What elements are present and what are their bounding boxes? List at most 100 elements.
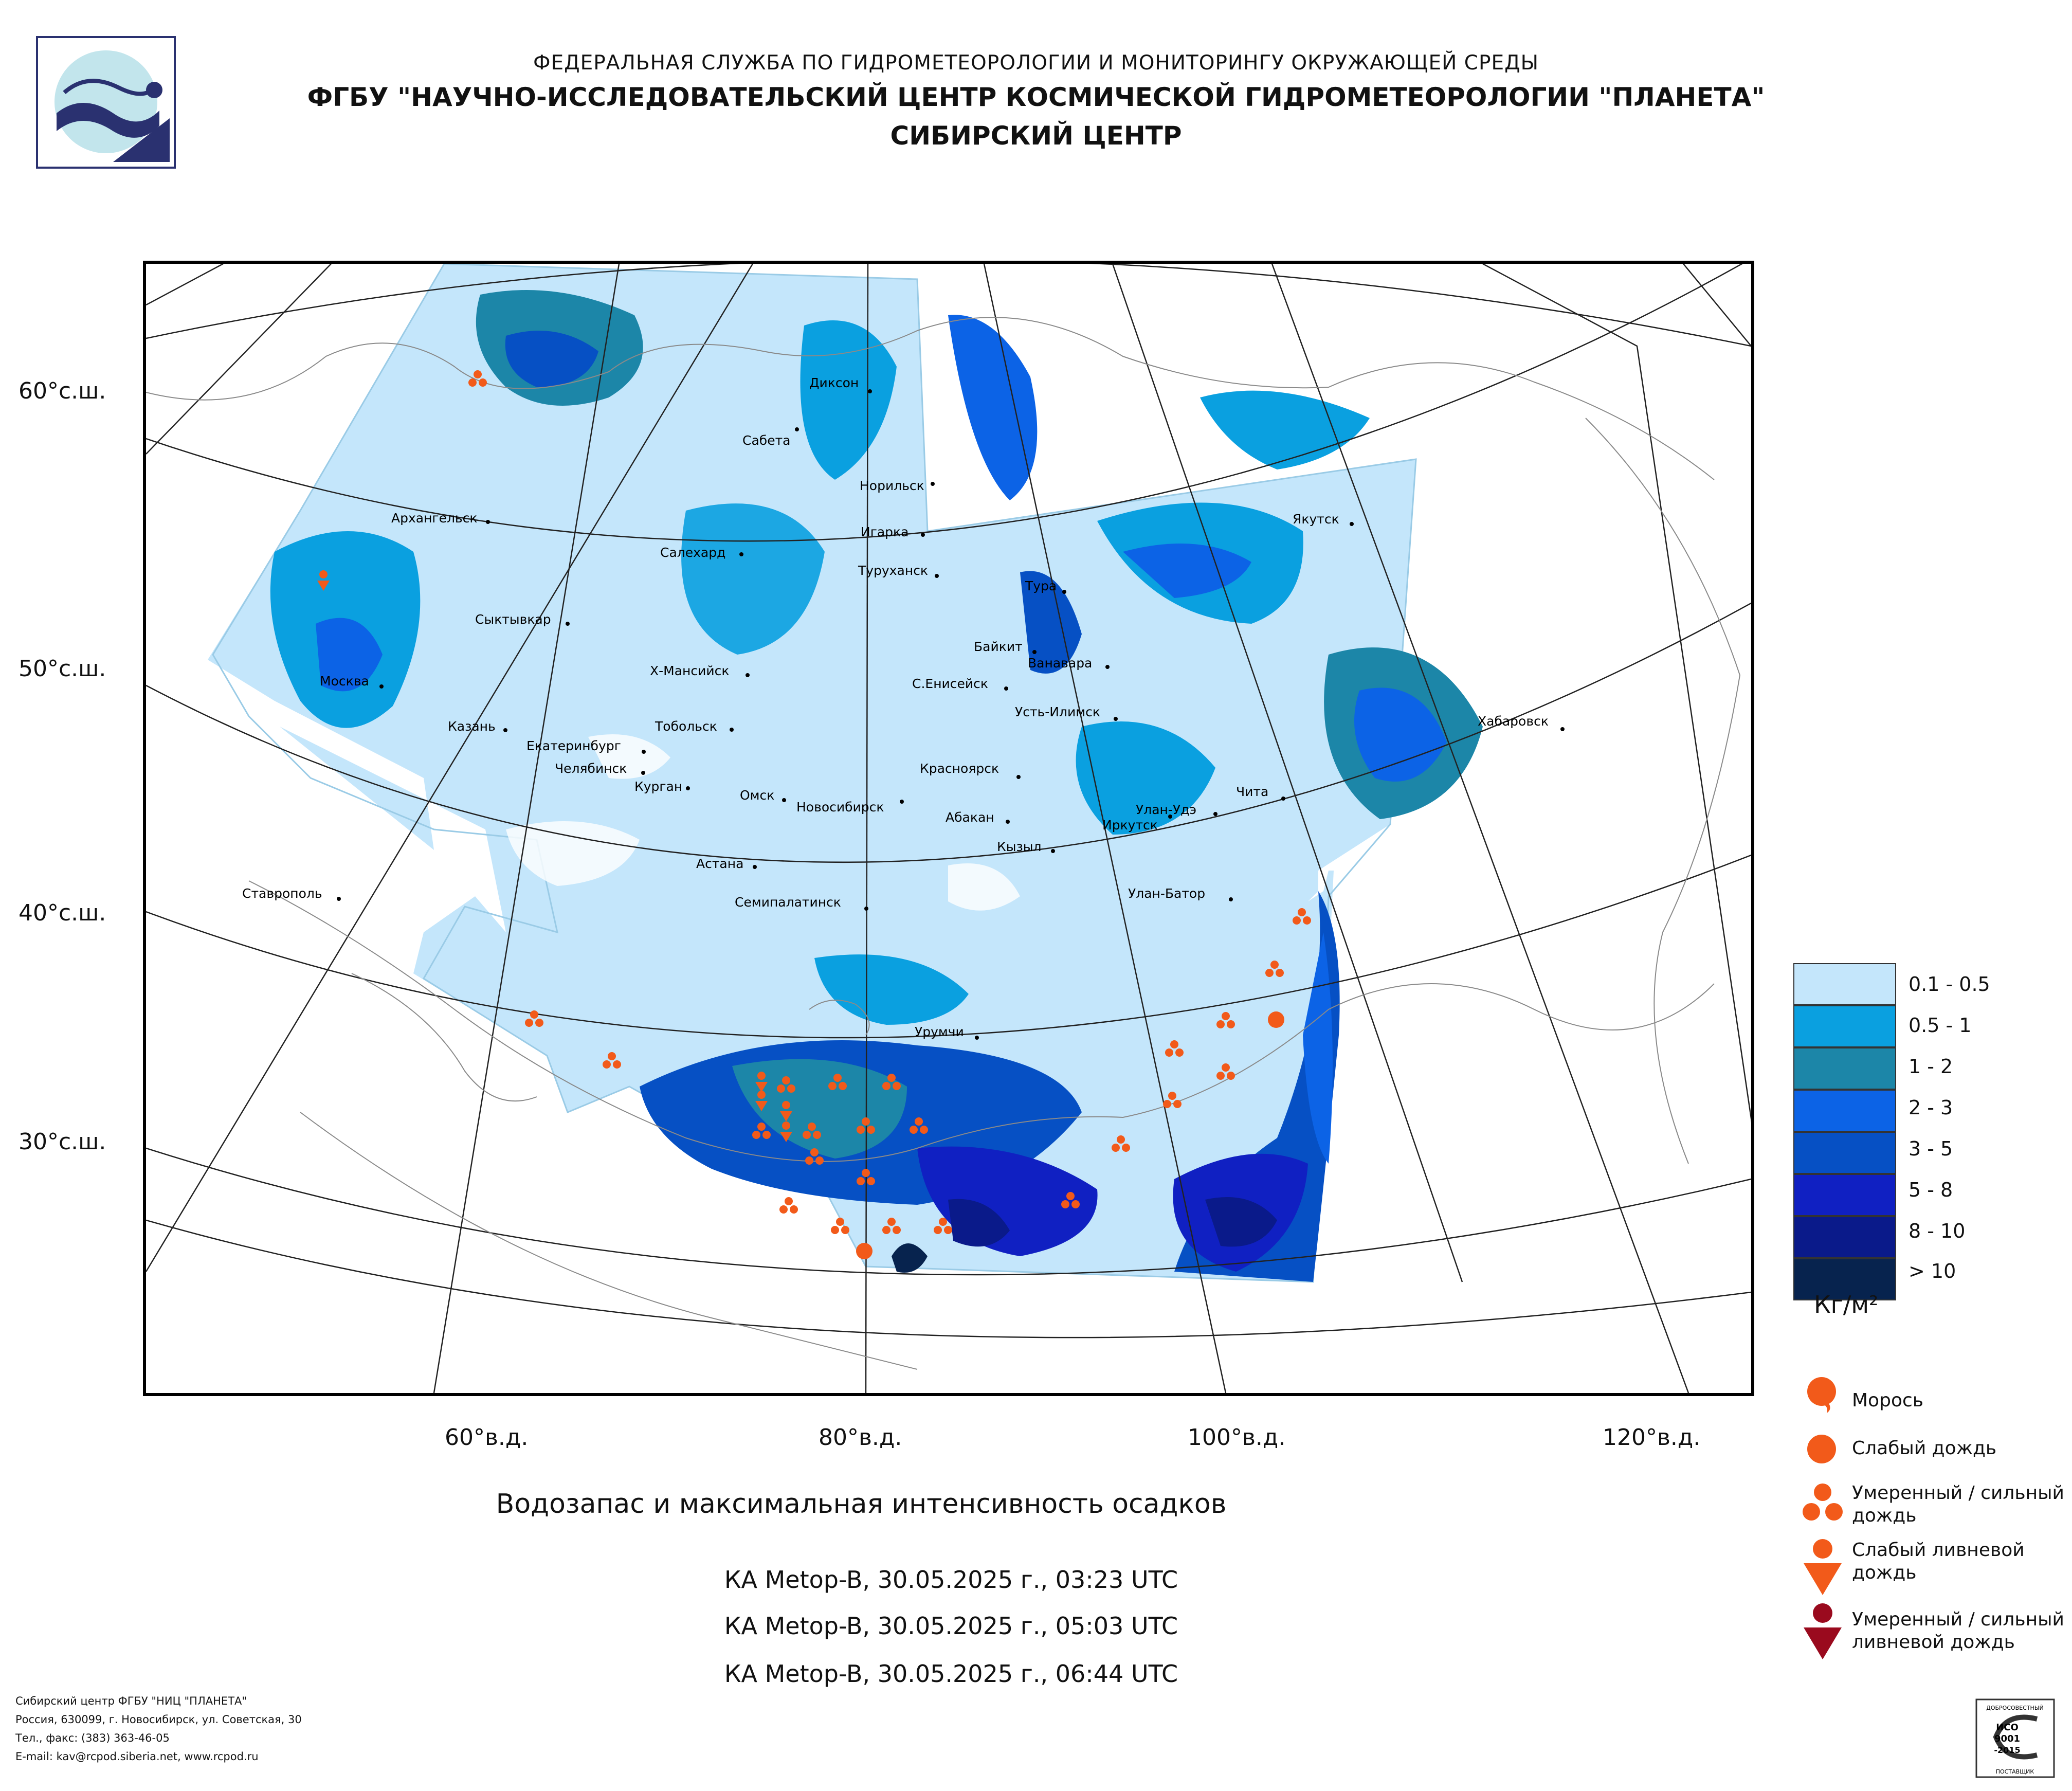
pass-3: КА Metop-B, 30.05.2025 г., 06:44 UTC — [724, 1660, 1178, 1688]
moderate-rain-marker — [831, 1218, 849, 1234]
moderate-rain-marker — [777, 1076, 795, 1093]
legend-range-6: 5 - 8 — [1909, 1179, 1953, 1201]
moderate-rain-marker — [882, 1074, 901, 1090]
legend-range-5: 3 - 5 — [1909, 1137, 1953, 1160]
moderate-rain-marker — [828, 1074, 847, 1090]
city-vanavara: Ванавара — [1028, 656, 1092, 671]
city-chelyabinsk: Челябинск — [555, 761, 627, 776]
legend-range-3: 1 - 2 — [1909, 1055, 1953, 1078]
city-krasnoyarsk: Красноярск — [920, 761, 999, 776]
swath-layer — [208, 264, 1483, 1283]
moderate-rain-marker — [882, 1218, 901, 1234]
city-yekaterinburg: Екатеринбург — [526, 738, 621, 753]
city-norilsk: Норильск — [860, 478, 924, 493]
moderate-shower-icon — [1804, 1603, 1842, 1659]
lat-label-40: 40°с.ш. — [19, 900, 106, 926]
light-rain-marker — [1268, 1011, 1284, 1028]
city-syktyvkar: Сыктывкар — [475, 612, 551, 627]
city-moscow: Москва — [320, 674, 369, 689]
city-kazan: Казань — [448, 719, 496, 734]
legend-range-8: > 10 — [1909, 1260, 1956, 1282]
legend-swatch-7 — [1793, 1216, 1896, 1258]
drizzle-icon — [1807, 1377, 1836, 1413]
map-frame: Диксон Сабета Норильск Игарка Туруханск … — [143, 261, 1754, 1396]
city-novosibirsk: Новосибирск — [796, 800, 884, 815]
light-shower-marker — [755, 1091, 768, 1111]
moderate-rain-marker — [525, 1010, 543, 1027]
badge-line3: -2015 — [1994, 1745, 2020, 1755]
moderate-rain-marker — [1293, 908, 1311, 925]
precip-layer — [317, 370, 1311, 1259]
moderate-rain-marker — [934, 1218, 952, 1234]
header-center: СИБИРСКИЙ ЦЕНТР — [890, 121, 1182, 151]
light-rain-icon — [1807, 1435, 1836, 1463]
city-khabarovsk: Хабаровск — [1478, 714, 1549, 729]
moderate-rain-marker — [1165, 1040, 1184, 1057]
city-arkhangelsk: Архангельск — [391, 511, 478, 526]
badge-line1: ИСО — [1996, 1722, 2019, 1733]
map-caption: Водозапас и максимальная интенсивность о… — [496, 1489, 1227, 1519]
legend-range-7: 8 - 10 — [1909, 1220, 1966, 1242]
moderate-rain-marker — [1112, 1135, 1130, 1152]
legend-drizzle-label: Морось — [1852, 1390, 1923, 1411]
lon-label-120: 120°в.д. — [1603, 1424, 1701, 1451]
light-shower-marker — [780, 1101, 792, 1121]
city-s-eniseysk: С.Енисейск — [912, 676, 988, 691]
legend-light-shower-label: Слабый ливневой дождь — [1852, 1540, 2025, 1583]
footer-email: E-mail: kav@rcpod.siberia.net, www.rcpod… — [15, 1750, 259, 1763]
moderate-rain-marker — [1061, 1192, 1080, 1208]
city-ulan-bator: Улан-Батор — [1128, 886, 1205, 901]
city-salekhard: Салехард — [660, 545, 725, 560]
legend-unit: Кг/м² — [1814, 1291, 1879, 1318]
lon-label-80: 80°в.д. — [819, 1424, 902, 1451]
legend-swatch-6 — [1793, 1174, 1896, 1216]
legend-light-rain-label: Слабый дождь — [1852, 1438, 1997, 1459]
lon-label-100: 100°в.д. — [1188, 1424, 1286, 1451]
legend-range-1: 0.1 - 0.5 — [1909, 973, 1990, 996]
legend-range-2: 0.5 - 1 — [1909, 1014, 1972, 1037]
legend-swatch-5 — [1793, 1132, 1896, 1174]
footer-phone: Тел., факс: (383) 363-46-05 — [15, 1732, 170, 1744]
city-kurgan: Курган — [634, 779, 682, 794]
light-shower-marker — [780, 1121, 792, 1142]
moderate-rain-marker — [857, 1117, 875, 1134]
pass-2: КА Metop-B, 30.05.2025 г., 05:03 UTC — [724, 1612, 1178, 1640]
badge-bottom: ПОСТАВЩИК — [1996, 1768, 2034, 1775]
lon-label-60: 60°в.д. — [445, 1424, 529, 1451]
legend-swatch-1 — [1793, 963, 1896, 1005]
city-omsk: Омск — [740, 788, 774, 803]
city-kyzyl: Кызыл — [997, 839, 1042, 854]
light-shower-icon — [1804, 1539, 1842, 1595]
light-shower-marker — [755, 1072, 768, 1092]
lat-label-60: 60°с.ш. — [19, 378, 106, 404]
moderate-rain-marker — [805, 1148, 824, 1165]
city-khmansiysk: Х-Мансийск — [650, 663, 729, 678]
city-semipalatinsk: Семипалатинск — [735, 895, 841, 910]
moderate-rain-marker — [779, 1197, 798, 1214]
city-urumqi: Урумчи — [915, 1024, 964, 1039]
city-yakutsk: Якутск — [1293, 512, 1339, 527]
light-rain-marker — [856, 1243, 873, 1259]
moderate-rain-marker — [603, 1052, 621, 1069]
moderate-rain-marker — [910, 1117, 928, 1134]
borders — [146, 317, 1741, 1370]
city-tura: Тура — [1025, 578, 1057, 593]
legend-range-4: 2 - 3 — [1909, 1096, 1953, 1119]
planeta-logo — [36, 36, 176, 169]
footer-org: Сибирский центр ФГБУ "НИЦ "ПЛАНЕТА" — [15, 1695, 247, 1707]
header-agency: ФЕДЕРАЛЬНАЯ СЛУЖБА ПО ГИДРОМЕТЕОРОЛОГИИ … — [533, 51, 1539, 75]
footer-contacts: Сибирский центр ФГБУ "НИЦ "ПЛАНЕТА" Росс… — [15, 1692, 302, 1766]
graticule — [146, 264, 1751, 1393]
pass-1: КА Metop-B, 30.05.2025 г., 03:23 UTC — [724, 1566, 1178, 1594]
lat-label-50: 50°с.ш. — [19, 656, 106, 682]
moderate-rain-marker — [803, 1123, 821, 1139]
cities-layer: Диксон Сабета Норильск Игарка Туруханск … — [242, 375, 1565, 1040]
legend-swatch-3 — [1793, 1047, 1896, 1090]
moderate-rain-marker — [857, 1169, 875, 1185]
iso-badge: ДОБРОСОВЕСТНЫЙ ИСО 9001 -2015 ПОСТАВЩИК — [1975, 1698, 2055, 1778]
city-dikson: Диксон — [809, 375, 859, 390]
legend-swatch-4 — [1793, 1090, 1896, 1132]
badge-line2: 9001 — [1994, 1733, 2020, 1744]
city-chita: Чита — [1236, 784, 1268, 799]
badge-top: ДОБРОСОВЕСТНЫЙ — [1986, 1705, 2044, 1711]
